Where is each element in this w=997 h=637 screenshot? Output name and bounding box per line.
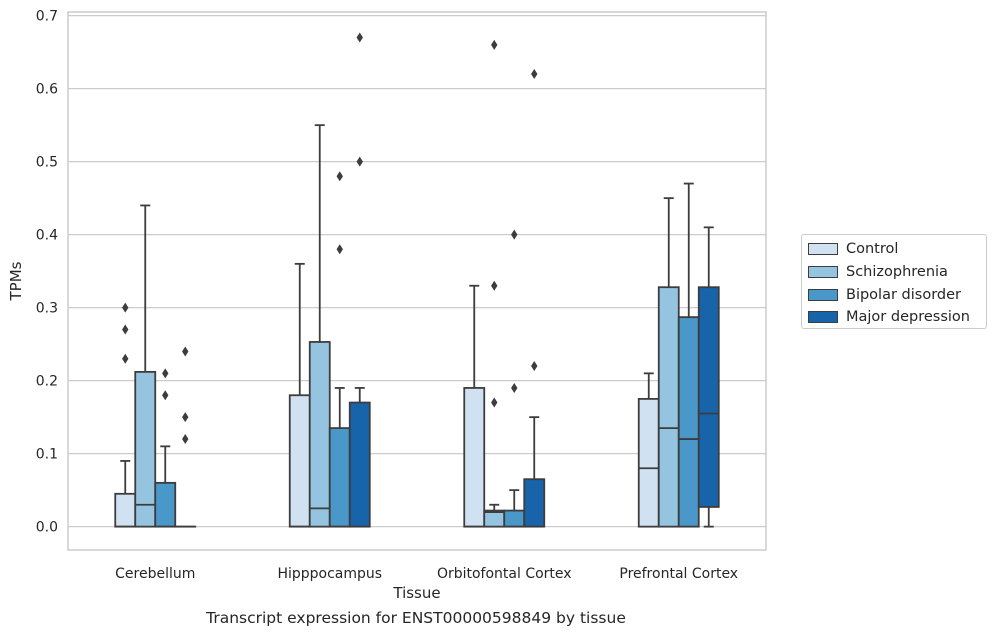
box — [523, 478, 546, 528]
chart-caption: Transcript expression for ENST0000059884… — [206, 609, 626, 627]
y-tick-label: 0.6 — [36, 82, 58, 98]
outlier-point — [356, 156, 363, 167]
y-tick-labels: 0.0 0.1 0.2 0.3 0.4 0.5 0.6 0.7 — [36, 9, 58, 536]
box-group — [483, 39, 506, 528]
gridlines — [68, 15, 766, 528]
box — [483, 509, 506, 528]
outlier-point — [336, 171, 343, 182]
box — [657, 286, 680, 528]
outlier-point — [182, 412, 189, 423]
legend-item-major-depression: Major depression — [808, 306, 986, 329]
box — [154, 481, 177, 528]
legend-item-control: Control — [808, 238, 986, 261]
legend-label: Control — [846, 241, 899, 258]
box-group — [697, 226, 720, 528]
box-group — [134, 204, 157, 528]
box-group — [154, 368, 177, 528]
outlier-point — [491, 39, 498, 50]
y-tick-label: 0.2 — [36, 374, 58, 390]
box-group — [463, 284, 486, 528]
outlier-point — [182, 346, 189, 357]
legend-item-bipolar-disorder: Bipolar disorder — [808, 283, 986, 306]
box-group — [328, 171, 351, 528]
box-group — [677, 182, 700, 528]
outlier-point — [162, 368, 169, 379]
box — [308, 341, 331, 528]
box — [637, 397, 660, 528]
box-group — [288, 262, 311, 528]
box — [328, 427, 351, 528]
legend-label: Schizophrenia — [846, 264, 948, 281]
box-group — [174, 346, 197, 528]
legend-item-schizophrenia: Schizophrenia — [808, 261, 986, 284]
x-tick-label: Hipppocampus — [277, 566, 382, 582]
outlier-point — [122, 324, 129, 335]
legend-swatch — [808, 311, 838, 324]
plot-frame — [67, 11, 767, 551]
y-tick-label: 0.0 — [36, 520, 58, 536]
box — [503, 509, 526, 528]
box — [114, 492, 137, 528]
x-tick-label: Prefrontal Cortex — [619, 566, 738, 582]
box — [134, 370, 157, 528]
y-tick-label: 0.7 — [36, 9, 58, 25]
legend-swatch — [808, 243, 838, 256]
y-tick-label: 0.5 — [36, 155, 58, 171]
y-tick-label: 0.4 — [36, 228, 58, 244]
box-group — [637, 372, 660, 528]
outlier-point — [511, 382, 518, 393]
legend: Control Schizophrenia Bipolar disorder M… — [801, 234, 987, 329]
box-group — [114, 302, 137, 528]
legend-label: Major depression — [846, 309, 970, 326]
legend-swatch — [808, 288, 838, 301]
x-tick-label: Cerebellum — [115, 566, 195, 582]
box — [463, 387, 486, 528]
legend-label: Bipolar disorder — [846, 286, 961, 303]
box-group — [308, 124, 331, 528]
y-tick-label: 0.3 — [36, 301, 58, 317]
x-tick-labels: Cerebellum Hipppocampus Orbitofontal Corte… — [115, 566, 738, 582]
legend-swatch — [808, 266, 838, 279]
outlier-point — [336, 244, 343, 255]
outlier-point — [531, 361, 538, 372]
box — [288, 394, 311, 528]
outlier-point — [491, 397, 498, 408]
box-group — [503, 229, 526, 528]
box — [677, 316, 700, 528]
outlier-point — [122, 302, 129, 313]
outlier-point — [162, 390, 169, 401]
outlier-point — [182, 434, 189, 445]
box — [348, 401, 371, 528]
outlier-point — [511, 229, 518, 240]
box-group — [657, 197, 680, 528]
outlier-point — [122, 353, 129, 364]
x-axis-label: Tissue — [392, 584, 440, 602]
y-axis-label: TPMs — [7, 261, 25, 301]
outlier-point — [491, 280, 498, 291]
outlier-point — [531, 69, 538, 80]
box-group — [348, 32, 371, 528]
boxes — [114, 32, 720, 528]
outlier-point — [356, 32, 363, 43]
y-tick-label: 0.1 — [36, 447, 58, 463]
box-group — [523, 69, 546, 528]
x-tick-label: Orbitofontal Cortex — [437, 566, 572, 582]
box — [697, 286, 720, 508]
